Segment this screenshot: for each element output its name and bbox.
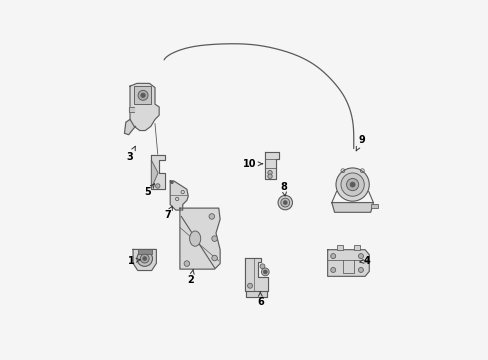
Text: 6: 6 <box>256 292 263 307</box>
Circle shape <box>142 257 146 261</box>
Polygon shape <box>133 249 156 270</box>
Text: 7: 7 <box>164 206 172 220</box>
Circle shape <box>267 170 272 175</box>
Polygon shape <box>331 203 373 212</box>
Circle shape <box>138 90 148 100</box>
Circle shape <box>278 195 292 210</box>
Circle shape <box>155 184 160 188</box>
Polygon shape <box>150 156 164 189</box>
Circle shape <box>141 93 145 98</box>
Circle shape <box>170 181 173 184</box>
Text: 10: 10 <box>243 159 262 169</box>
Circle shape <box>330 267 335 273</box>
Bar <box>370 204 377 208</box>
Circle shape <box>340 173 364 196</box>
Text: 9: 9 <box>355 135 364 151</box>
Text: 1: 1 <box>127 256 140 266</box>
Bar <box>353 245 359 250</box>
Polygon shape <box>129 107 134 112</box>
Circle shape <box>349 182 354 187</box>
Bar <box>138 249 151 255</box>
Circle shape <box>140 254 149 263</box>
Text: 2: 2 <box>187 270 194 285</box>
Circle shape <box>137 251 152 266</box>
Polygon shape <box>264 152 278 179</box>
Polygon shape <box>124 120 135 135</box>
Circle shape <box>211 236 217 242</box>
Circle shape <box>283 201 286 204</box>
Text: 3: 3 <box>126 146 135 162</box>
Circle shape <box>267 174 272 179</box>
Circle shape <box>247 283 252 288</box>
Text: 8: 8 <box>280 183 287 196</box>
Circle shape <box>346 179 358 191</box>
Circle shape <box>183 261 189 266</box>
Circle shape <box>211 255 217 261</box>
Polygon shape <box>245 291 266 297</box>
Circle shape <box>330 253 335 258</box>
Bar <box>337 245 342 250</box>
Bar <box>134 86 150 104</box>
Text: 5: 5 <box>144 184 154 197</box>
Polygon shape <box>327 250 368 276</box>
Circle shape <box>358 267 363 273</box>
Circle shape <box>260 264 264 269</box>
Circle shape <box>358 253 363 258</box>
Ellipse shape <box>189 231 200 246</box>
Polygon shape <box>170 181 188 210</box>
Circle shape <box>261 268 268 276</box>
Text: 4: 4 <box>359 256 369 266</box>
Circle shape <box>263 270 267 274</box>
Polygon shape <box>130 84 159 131</box>
Circle shape <box>208 214 214 219</box>
Polygon shape <box>244 258 267 291</box>
Circle shape <box>280 198 289 207</box>
Circle shape <box>335 168 368 201</box>
Polygon shape <box>180 208 220 269</box>
Polygon shape <box>151 160 158 188</box>
